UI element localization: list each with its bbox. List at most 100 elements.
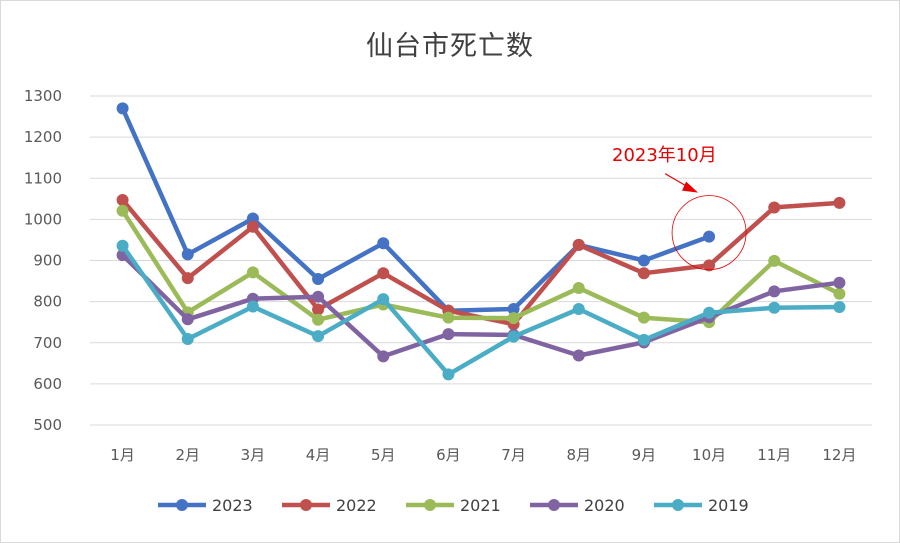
x-tick-label: 6月 (436, 446, 461, 464)
annotation-circle (671, 195, 747, 271)
series-lines (116, 102, 846, 381)
data-point (833, 276, 846, 289)
data-point (312, 330, 325, 343)
gridlines (90, 95, 872, 426)
data-point (637, 254, 650, 267)
data-point (768, 254, 781, 267)
y-tick-label: 1100 (24, 169, 62, 187)
data-point (833, 300, 846, 313)
x-tick-label: 7月 (501, 446, 526, 464)
annotation-label: 2023年10月 (612, 145, 717, 166)
data-point (312, 303, 325, 316)
data-point (637, 267, 650, 280)
y-tick-label: 800 (33, 293, 62, 311)
data-point (116, 239, 129, 252)
annotation-arrow-head (682, 181, 699, 193)
x-tick-label: 3月 (241, 446, 266, 464)
x-tick-label: 8月 (566, 446, 591, 464)
x-tick-label: 1月 (110, 446, 135, 464)
x-tick-label: 9月 (632, 446, 657, 464)
y-tick-label: 1200 (24, 128, 62, 146)
series-2019 (116, 239, 846, 381)
legend-item-2023: 2023 (158, 496, 253, 515)
legend-label: 2021 (460, 496, 501, 515)
legend-item-2020: 2020 (530, 496, 625, 515)
data-point (442, 368, 455, 381)
data-point (116, 102, 129, 115)
x-tick-label: 5月 (371, 446, 396, 464)
legend-swatch-marker (548, 499, 560, 511)
data-point (181, 248, 194, 261)
y-tick-label: 700 (33, 334, 62, 352)
y-tick-label: 1300 (24, 87, 62, 105)
legend-swatch-marker (176, 499, 188, 511)
y-tick-label: 600 (33, 375, 62, 393)
legend-label: 2019 (708, 496, 749, 515)
y-tick-label: 1000 (24, 210, 62, 228)
data-point (312, 290, 325, 303)
data-point (181, 313, 194, 326)
legend: 2023 2022 2021 2020 2019 (158, 496, 749, 515)
x-tick-label: 10月 (692, 446, 726, 464)
data-point (442, 311, 455, 324)
data-point (442, 328, 455, 341)
data-point (572, 303, 585, 316)
data-point (312, 273, 325, 286)
legend-label: 2020 (584, 496, 625, 515)
series-2020 (116, 249, 846, 363)
data-point (768, 285, 781, 298)
chart-title: 仙台市死亡数 (366, 31, 534, 62)
legend-swatch-marker (300, 499, 312, 511)
data-point (181, 333, 194, 346)
data-point (377, 293, 390, 306)
data-point (246, 212, 259, 225)
data-point (312, 313, 325, 326)
data-point (768, 201, 781, 214)
y-axis-ticks: 500 600 700 800 900 1000 1100 1200 1300 (24, 87, 62, 434)
x-tick-label: 2月 (175, 446, 200, 464)
y-tick-label: 900 (33, 252, 62, 270)
data-point (703, 230, 716, 243)
data-point (833, 287, 846, 300)
data-point (637, 333, 650, 346)
data-point (246, 300, 259, 313)
y-tick-label: 500 (33, 416, 62, 434)
data-point (507, 303, 520, 316)
series-2023 (116, 102, 716, 317)
data-point (703, 259, 716, 272)
data-point (507, 330, 520, 343)
data-point (377, 267, 390, 280)
legend-label: 2022 (336, 496, 377, 515)
data-point (768, 301, 781, 314)
x-tick-label: 11月 (757, 446, 791, 464)
annotation: 2023年10月 (612, 145, 747, 271)
x-tick-label: 12月 (822, 446, 856, 464)
x-axis-ticks: 1月 2月 3月 4月 5月 6月 7月 8月 9月 10月 11月 12月 (110, 446, 856, 464)
data-point (572, 349, 585, 362)
data-point (572, 238, 585, 251)
data-point (246, 266, 259, 279)
legend-item-2022: 2022 (282, 496, 377, 515)
series-line (120, 252, 842, 359)
series-line (120, 243, 842, 377)
data-point (181, 272, 194, 285)
x-tick-label: 4月 (306, 446, 331, 464)
legend-item-2021: 2021 (406, 496, 501, 515)
data-point (833, 196, 846, 209)
data-point (116, 194, 129, 207)
series-line (120, 106, 712, 313)
data-point (507, 312, 520, 325)
data-point (703, 306, 716, 319)
data-point (637, 311, 650, 324)
legend-item-2019: 2019 (654, 496, 749, 515)
data-point (572, 282, 585, 295)
data-point (377, 237, 390, 250)
legend-label: 2023 (212, 496, 253, 515)
data-point (116, 204, 129, 217)
data-point (246, 220, 259, 233)
legend-swatch-marker (672, 499, 684, 511)
data-point (377, 350, 390, 363)
legend-swatch-marker (424, 499, 436, 511)
